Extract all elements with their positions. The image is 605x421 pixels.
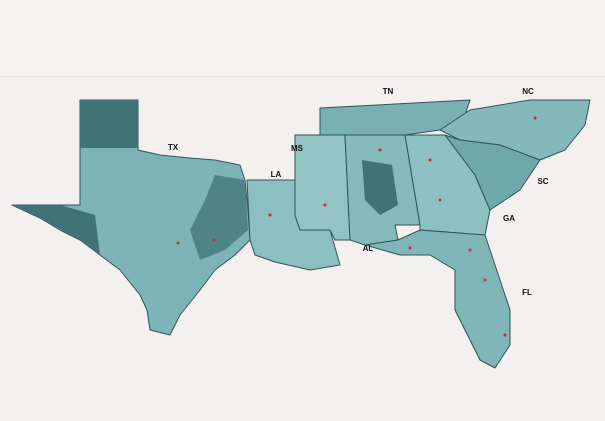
dot [428, 158, 432, 162]
state-label: TX [168, 143, 179, 152]
state-label: GA [503, 214, 515, 223]
texas-west [12, 205, 100, 255]
highlight-dots [176, 116, 537, 337]
florida [364, 229, 511, 369]
tennessee [319, 99, 471, 136]
dot [533, 116, 537, 120]
dot [438, 198, 442, 202]
dot [323, 203, 327, 207]
state-label: MS [291, 144, 304, 153]
dot [468, 248, 472, 252]
state-label: AL [363, 244, 374, 253]
texas-east [190, 175, 248, 260]
state-label: NC [522, 87, 534, 96]
dot [176, 241, 180, 245]
state-label: TN [383, 87, 394, 96]
dot [268, 213, 272, 217]
states [11, 99, 591, 369]
texas-panhandle [80, 100, 138, 148]
texas [11, 99, 251, 336]
south-carolina [444, 134, 541, 211]
dot [212, 238, 216, 242]
state-labels: TX LA MS AL TN NC SC GA FL [168, 87, 549, 297]
dot [408, 246, 412, 250]
top-band [0, 0, 605, 76]
dot [378, 148, 382, 152]
state-label: LA [271, 170, 282, 179]
mississippi [294, 134, 351, 241]
state-label: FL [522, 288, 532, 297]
state-label: SC [537, 177, 548, 186]
dot [483, 278, 487, 282]
alabama-belt [362, 160, 398, 215]
dot [503, 333, 507, 337]
